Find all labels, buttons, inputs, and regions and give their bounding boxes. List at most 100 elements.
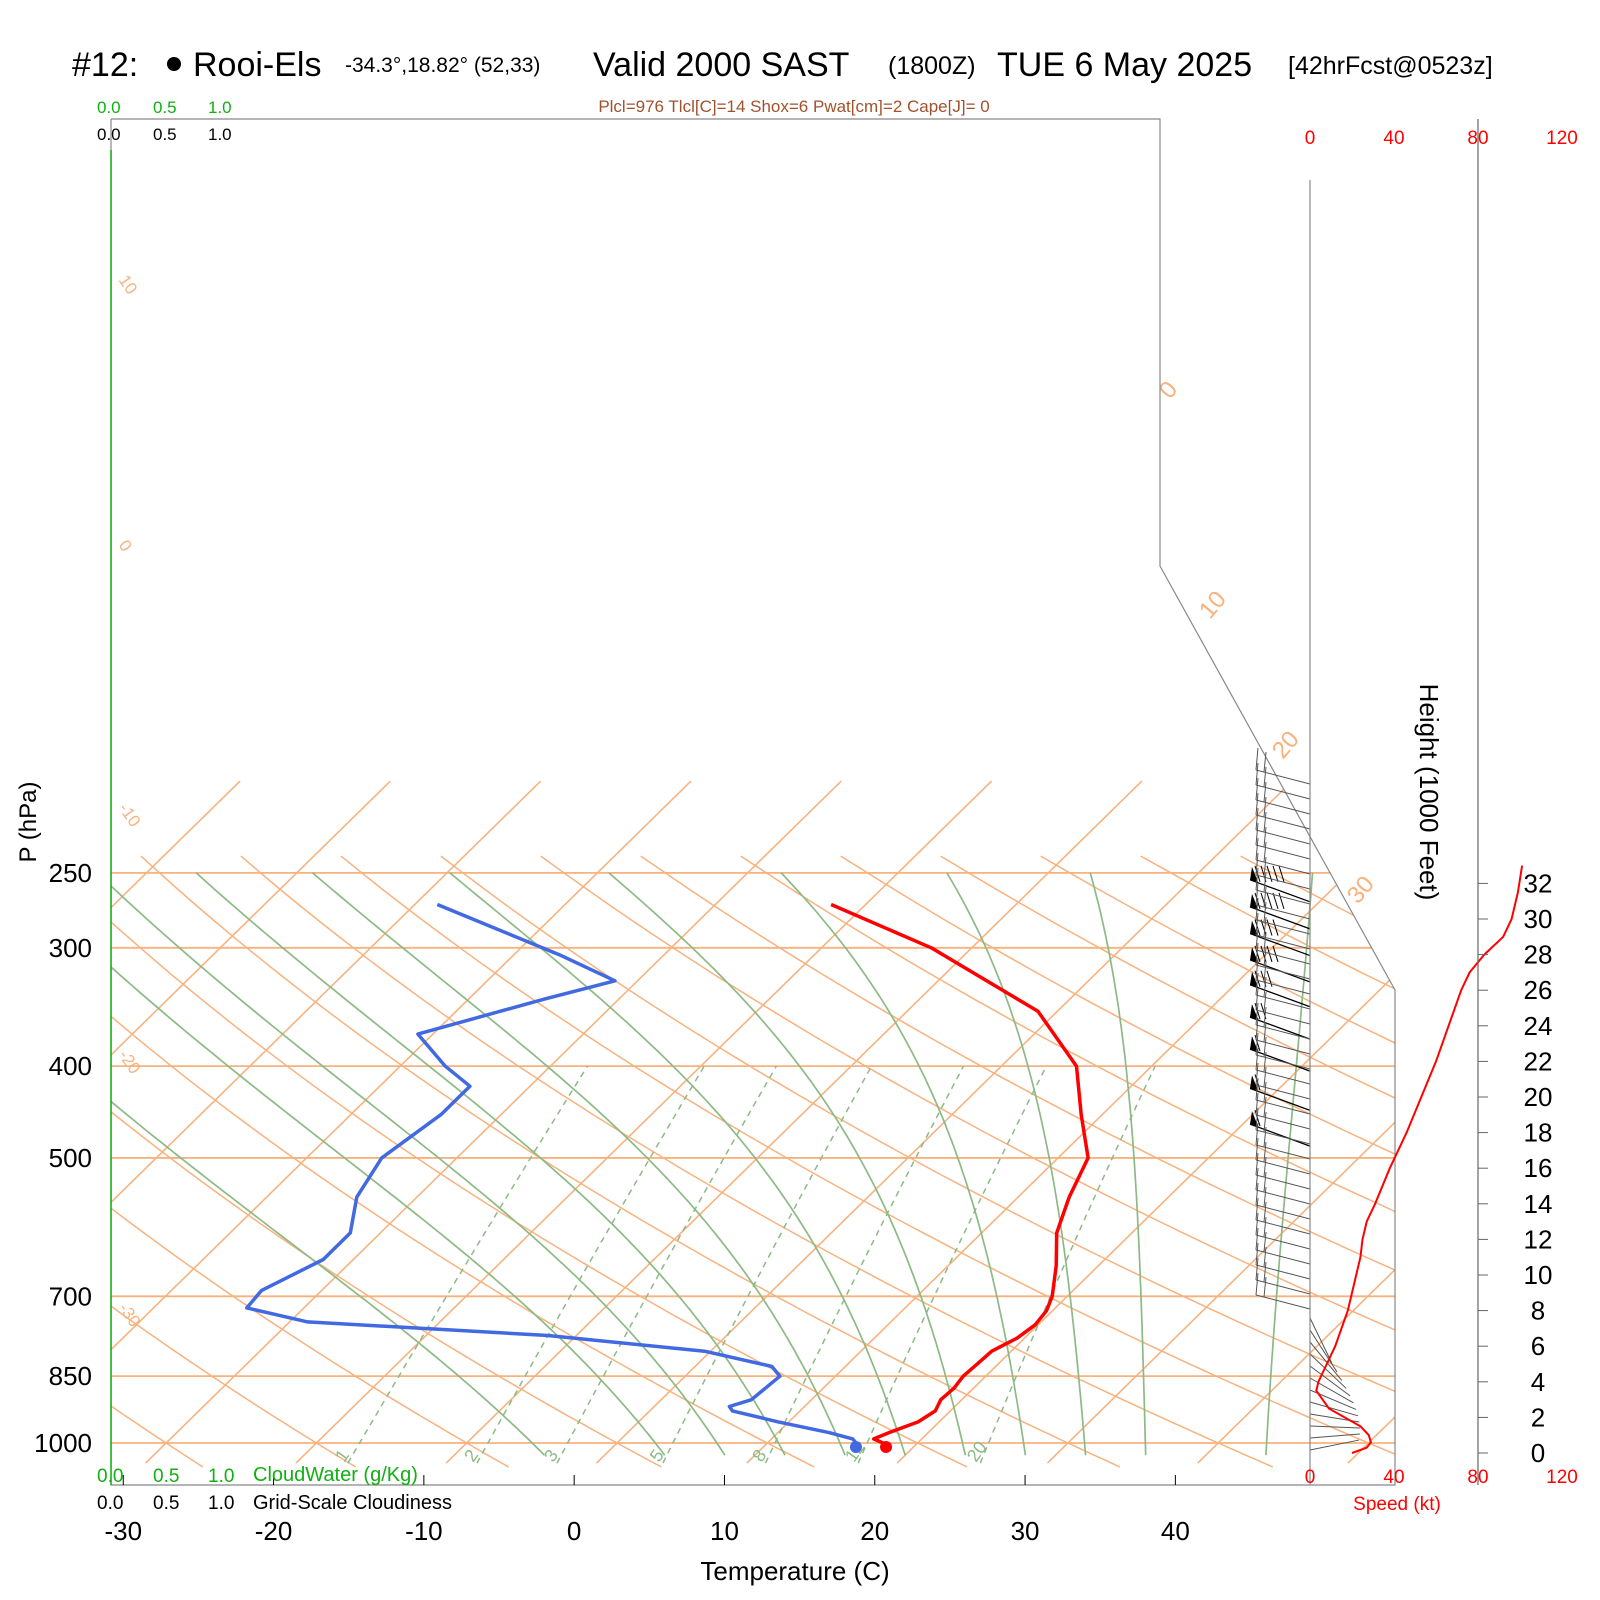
- wind-speed-line: [1315, 865, 1524, 1454]
- barb-feather: [1255, 1227, 1259, 1251]
- barb-flag: [1250, 866, 1258, 882]
- dewpoint-line: [245, 902, 858, 1445]
- barb-feather: [1263, 916, 1267, 938]
- barb-staff: [1255, 1294, 1311, 1310]
- barb-feather: [1255, 1077, 1259, 1101]
- barb-feather: [1263, 1276, 1267, 1298]
- dry-adiabat-line: [840, 855, 1395, 1468]
- barb-flag: [1250, 946, 1258, 962]
- wind-barb: [1309, 1377, 1354, 1404]
- height-tick-label: 22: [1524, 1046, 1553, 1076]
- height-tick-label: 6: [1531, 1331, 1545, 1361]
- isotherm-line: [111, 780, 542, 1464]
- barb-staff: [1249, 1016, 1311, 1040]
- station-dot-icon: [167, 57, 181, 71]
- barb-feather: [1255, 1032, 1259, 1056]
- station-coords: -34.3°,18.82° (52,33): [345, 54, 540, 77]
- barb-feather: [1263, 1021, 1267, 1043]
- height-tick-label: 18: [1524, 1118, 1553, 1148]
- barb-feather: [1263, 991, 1267, 1013]
- dry-adiabat-line: [111, 855, 510, 1468]
- barb-feather: [1263, 931, 1267, 953]
- moist-adiabat-line: [1265, 872, 1314, 1456]
- cloud-bottom-black-1: 0.5: [153, 1493, 179, 1514]
- barb-feather: [1272, 892, 1279, 909]
- mixing-ratio-line: [764, 1065, 965, 1464]
- wind-barb: [1249, 1074, 1311, 1111]
- isotherm-label: -20: [115, 1046, 145, 1077]
- speed-bottom-tick: 80: [1467, 1467, 1488, 1488]
- isotherm-line: [295, 780, 993, 1464]
- valid-date: TUE 6 May 2025: [997, 46, 1252, 84]
- barb-feather: [1255, 1137, 1259, 1161]
- height-tick-label: 24: [1524, 1011, 1553, 1041]
- barb-feather: [1255, 972, 1259, 996]
- barb-feather: [1255, 1047, 1259, 1071]
- cloud-top-green-1: 0.5: [153, 98, 177, 117]
- wind-barb: [1309, 1329, 1338, 1373]
- barb-staff: [1249, 879, 1311, 903]
- barb-flag: [1250, 971, 1258, 987]
- height-tick-label: 32: [1524, 868, 1553, 898]
- barb-staff: [1249, 984, 1311, 1008]
- surface-dewpoint-dot: [849, 1441, 862, 1453]
- pressure-tick-label: 250: [49, 858, 92, 888]
- wind-barb: [1309, 1353, 1347, 1389]
- cloudwater-label: CloudWater (g/Kg): [253, 1464, 418, 1486]
- moist-adiabat-line: [111, 872, 726, 1456]
- barb-staff: [1249, 1123, 1311, 1147]
- isotherm-line: [111, 780, 391, 1464]
- barb-flag: [1250, 1111, 1258, 1127]
- barb-feather: [1255, 747, 1259, 771]
- height-tick-label: 16: [1524, 1153, 1553, 1183]
- barb-staff: [1249, 906, 1311, 930]
- mixing-ratio-line: [347, 1065, 589, 1464]
- y-axis-title: P (hPa): [15, 782, 42, 863]
- station-name: Rooi-Els: [193, 46, 321, 84]
- cloud-bottom-green-2: 1.0: [208, 1466, 234, 1487]
- mixing-ratio-line: [979, 1065, 1156, 1464]
- barb-feather: [1278, 892, 1285, 909]
- barb-feather: [1266, 919, 1273, 936]
- barb-feather: [1278, 865, 1285, 882]
- dry-adiabat-line: [111, 855, 968, 1468]
- barb-flag: [1250, 1075, 1258, 1091]
- isotherm-line: [111, 780, 241, 1464]
- moist-adiabat-line: [1089, 872, 1147, 1456]
- barb-feather: [1254, 919, 1261, 936]
- barb-feather: [1263, 1111, 1267, 1133]
- height-tick-label: 28: [1524, 940, 1553, 970]
- barb-feather: [1263, 1246, 1267, 1268]
- x-tick-label: 0: [567, 1516, 581, 1546]
- isotherm-line: [896, 780, 1395, 1464]
- barb-feather: [1255, 1002, 1259, 1026]
- mixing-ratio-label: 2: [460, 1446, 482, 1466]
- x-tick-label: 30: [1011, 1516, 1040, 1546]
- barb-feather: [1272, 865, 1279, 882]
- height-tick-label: 0: [1531, 1438, 1545, 1468]
- barb-feather: [1263, 1051, 1267, 1073]
- dry-adiabat-line: [1040, 855, 1395, 1468]
- speed-bottom-tick: 120: [1546, 1467, 1578, 1488]
- dry-adiabat-line: [240, 855, 1274, 1468]
- speed-top-tick: 40: [1383, 128, 1404, 149]
- barb-feather: [1255, 1182, 1259, 1206]
- barb-feather: [1263, 1096, 1267, 1118]
- wind-barb: [1309, 1439, 1360, 1451]
- barb-feather: [1263, 961, 1267, 983]
- dry-adiabat-line: [0, 856, 50, 1467]
- forecast-info: [42hrFcst@0523z]: [1288, 52, 1493, 80]
- barb-feather: [1263, 766, 1267, 788]
- barb-feather: [1255, 762, 1259, 786]
- barb-feather: [1255, 1122, 1259, 1146]
- cloud-bottom-black-0: 0.0: [97, 1493, 123, 1514]
- barb-staff: [1249, 1087, 1311, 1111]
- dry-adiabat-line: [340, 855, 1395, 1468]
- speed-top-tick: 120: [1546, 128, 1578, 149]
- barb-feather: [1263, 976, 1267, 998]
- barb-staff: [1249, 1048, 1311, 1072]
- dry-adiabat-line: [540, 855, 1395, 1468]
- x-tick-label: -20: [255, 1516, 293, 1546]
- isotherm-line: [746, 780, 1395, 1464]
